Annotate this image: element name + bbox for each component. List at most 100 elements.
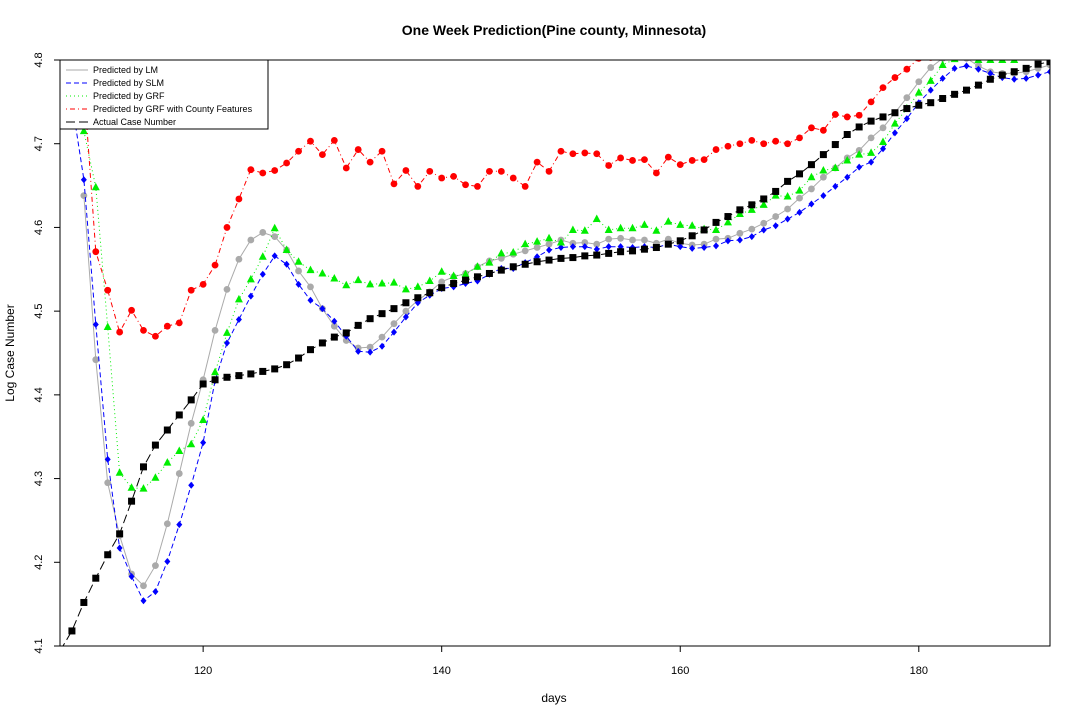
data-point-circle-28 (390, 320, 398, 328)
data-point-square-70 (891, 109, 899, 117)
data-point-square-81 (1022, 64, 1030, 72)
data-point-diamond-67 (856, 163, 863, 171)
data-point-circle-27 (378, 147, 386, 155)
data-point-square-56 (724, 213, 732, 221)
data-point-circle-48 (629, 236, 636, 244)
data-point-square-43 (569, 254, 577, 262)
data-point-square-38 (509, 263, 517, 271)
data-point-circle-50 (652, 169, 660, 177)
data-point-circle-46 (605, 162, 613, 169)
data-point-diamond-4 (104, 455, 111, 463)
y-tick-label: 4.4 (33, 387, 45, 402)
data-point-triangle-15 (234, 294, 243, 303)
data-point-triangle-64 (819, 166, 828, 174)
data-point-square-15 (235, 372, 243, 380)
data-point-circle-23 (330, 322, 338, 330)
data-point-circle-11 (187, 419, 195, 427)
data-point-circle-78 (987, 49, 994, 56)
data-point-circle-67 (855, 111, 863, 119)
data-point-triangle-36 (485, 258, 494, 266)
data-point-circle-39 (521, 183, 529, 190)
data-point-triangle-73 (926, 76, 935, 84)
data-point-circle-14 (223, 285, 231, 293)
data-point-circle-57 (736, 229, 744, 237)
data-point-diamond-45 (593, 245, 600, 253)
data-point-circle-5 (116, 328, 124, 336)
data-point-triangle-35 (473, 262, 482, 270)
data-point-diamond-59 (760, 226, 767, 234)
data-point-square-40 (533, 258, 541, 266)
data-point-diamond-60 (772, 222, 779, 230)
data-point-diamond-53 (689, 244, 696, 252)
data-point-diamond-78 (987, 69, 994, 77)
data-point-square-45 (593, 251, 601, 259)
data-point-square-57 (736, 206, 744, 214)
data-point-diamond-76 (963, 62, 970, 70)
data-point-triangle-69 (879, 137, 888, 146)
data-point-square-22 (318, 339, 326, 347)
data-point-triangle-6 (127, 483, 136, 491)
series-line-1 (71, 65, 1050, 602)
data-point-circle-13 (211, 261, 219, 269)
data-point-diamond-5 (116, 544, 123, 552)
data-point-circle-32 (438, 174, 446, 182)
data-point-diamond-14 (223, 339, 230, 347)
data-point-square-6 (128, 497, 136, 505)
data-point-square-50 (652, 244, 660, 252)
data-point-triangle-76 (962, 60, 971, 61)
data-point-circle-63 (808, 185, 815, 193)
data-point-square-79 (998, 71, 1006, 79)
data-point-square-42 (557, 254, 565, 262)
data-point-diamond-29 (402, 313, 409, 321)
data-point-triangle-46 (604, 225, 613, 233)
data-point-circle-59 (760, 140, 768, 148)
data-point-circle-13 (211, 326, 219, 334)
data-point-circle-7 (140, 326, 147, 334)
data-point-circle-74 (939, 52, 946, 59)
data-point-triangle-9 (163, 458, 172, 466)
data-point-circle-63 (808, 124, 815, 132)
data-point-triangle-27 (378, 279, 387, 287)
data-point-circle-2 (80, 192, 88, 200)
data-point-circle-57 (736, 140, 744, 148)
series-4 (62, 60, 1050, 646)
data-point-diamond-43 (569, 243, 576, 251)
data-point-diamond-9 (164, 557, 171, 565)
data-point-circle-58 (748, 225, 756, 233)
data-point-square-51 (664, 240, 672, 248)
data-point-circle-20 (295, 267, 302, 275)
data-point-circle-54 (700, 156, 708, 164)
legend-label-0: Predicted by LM (93, 65, 158, 75)
data-point-triangle-81 (1022, 52, 1030, 60)
data-point-triangle-79 (998, 60, 1007, 63)
data-point-triangle-72 (914, 88, 923, 96)
data-point-square-44 (581, 252, 589, 260)
data-point-square-46 (605, 249, 613, 257)
data-point-diamond-22 (319, 305, 326, 313)
data-point-circle-17 (259, 229, 267, 236)
data-point-diamond-69 (880, 145, 887, 153)
data-point-triangle-10 (175, 446, 184, 454)
data-point-circle-49 (641, 156, 648, 164)
legend-label-3: Predicted by GRF with County Features (93, 104, 253, 114)
data-point-diamond-68 (868, 158, 875, 166)
data-point-diamond-19 (283, 260, 290, 268)
data-point-square-20 (295, 354, 303, 362)
data-point-triangle-7 (139, 484, 148, 492)
data-point-circle-66 (843, 113, 851, 121)
data-point-circle-14 (223, 224, 231, 231)
data-point-circle-40 (533, 244, 541, 251)
data-point-diamond-3 (92, 321, 99, 329)
data-point-diamond-56 (724, 237, 731, 245)
data-point-square-17 (259, 367, 267, 375)
data-point-circle-52 (676, 161, 684, 169)
data-point-triangle-58 (747, 205, 756, 213)
data-point-diamond-10 (176, 521, 183, 529)
data-point-circle-45 (593, 240, 601, 248)
data-point-square-31 (426, 289, 434, 297)
data-point-triangle-61 (783, 191, 792, 200)
data-point-square-64 (819, 151, 827, 159)
data-point-square-2 (80, 598, 88, 606)
data-point-square-52 (676, 237, 684, 245)
data-point-diamond-46 (605, 243, 612, 251)
